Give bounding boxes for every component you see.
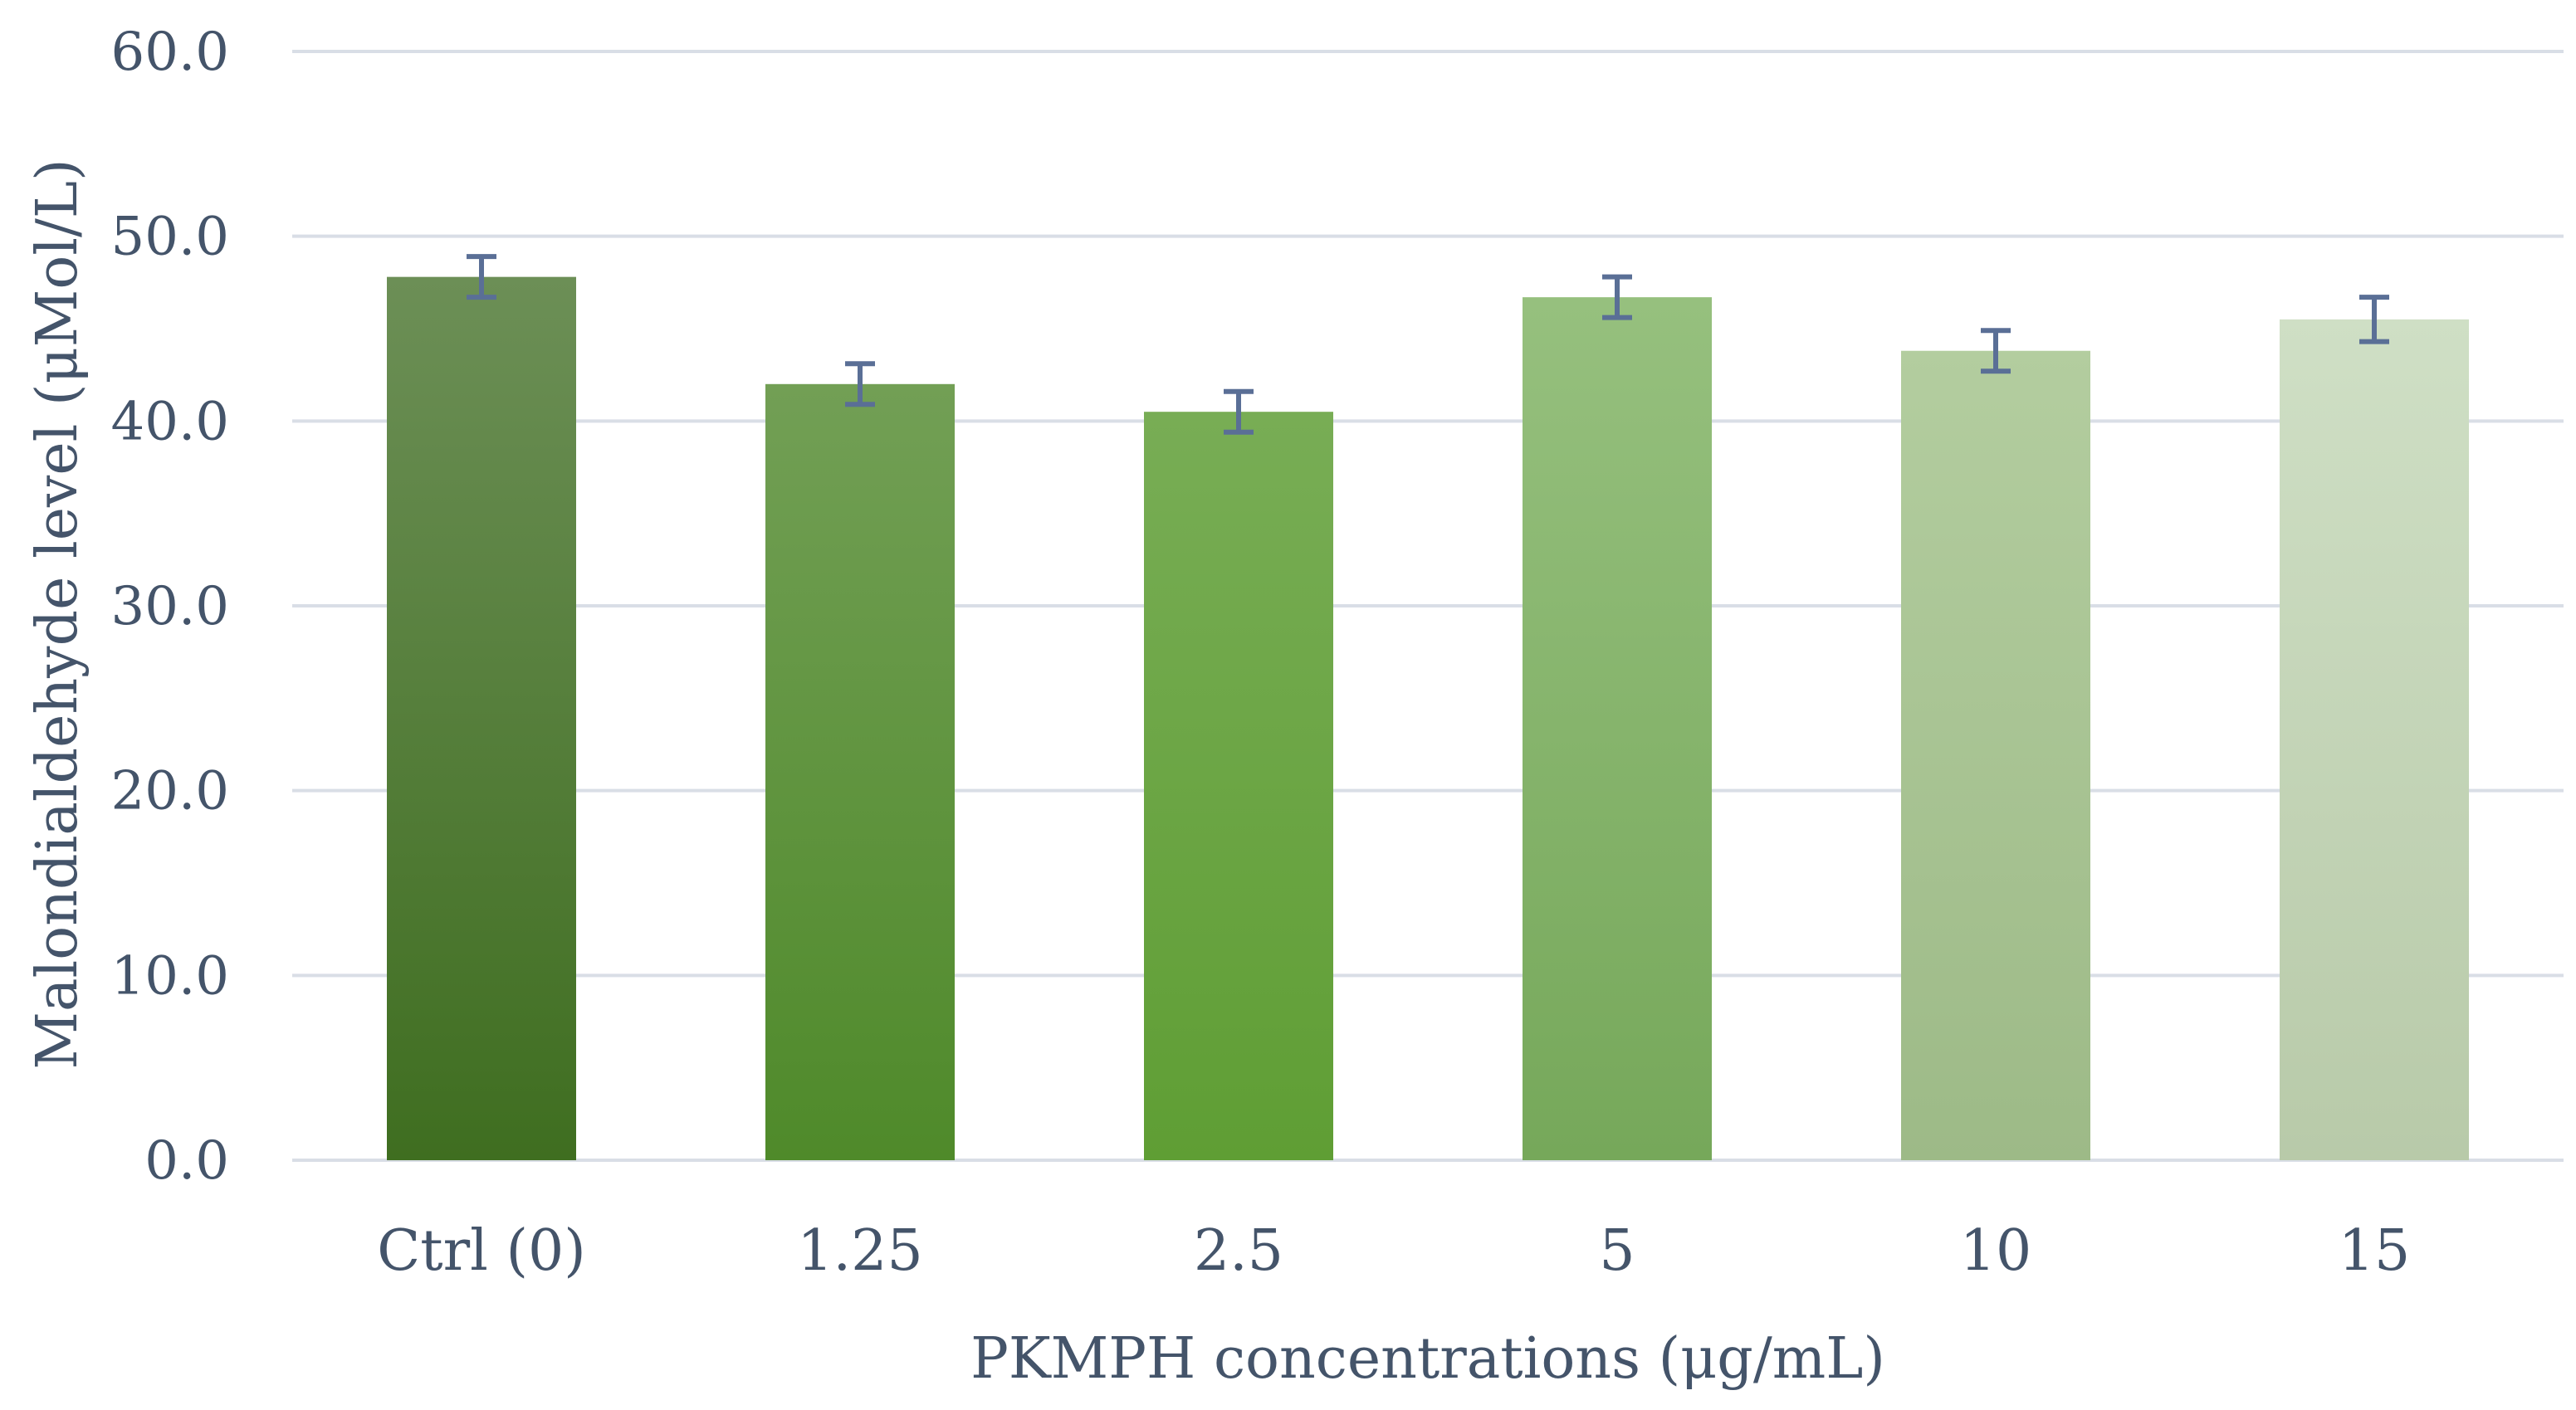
- x-tick-label: 2.5: [1194, 1218, 1283, 1284]
- y-tick-labels: 0.0 10.0 20.0 30.0 40.0 50.0 60.0: [111, 22, 230, 1192]
- x-tick-label: Ctrl (0): [377, 1218, 586, 1284]
- gridlines: [292, 50, 2564, 1162]
- error-bar: [467, 254, 496, 300]
- bar: [1144, 412, 1333, 1160]
- bar: [387, 276, 576, 1160]
- error-bar: [845, 361, 875, 407]
- y-tick-label: 30.0: [111, 576, 230, 637]
- y-tick-label: 20.0: [111, 761, 230, 822]
- y-tick-label: 40.0: [111, 391, 230, 452]
- bar: [1901, 350, 2090, 1161]
- bars: [387, 276, 2469, 1161]
- x-axis-title: PKMPH concentrations (μg/mL): [970, 1326, 1885, 1392]
- error-bar: [1981, 328, 2011, 374]
- bar: [1523, 297, 1712, 1160]
- error-bar: [2359, 295, 2389, 344]
- x-tick-labels: Ctrl (0) 1.25 2.5 5 10 15: [377, 1218, 2410, 1284]
- x-tick-label: 10: [1960, 1218, 2032, 1284]
- y-tick-label: 0.0: [144, 1130, 229, 1192]
- y-tick-label: 10.0: [111, 945, 230, 1007]
- error-bar: [1602, 274, 1632, 320]
- y-tick-label: 50.0: [111, 207, 230, 268]
- bar: [765, 383, 955, 1160]
- error-bar: [1224, 388, 1254, 435]
- y-axis-title: Malondialdehyde level (μMol/L): [25, 159, 90, 1069]
- bar: [2280, 319, 2469, 1160]
- y-tick-label: 60.0: [111, 22, 230, 83]
- error-bars: [467, 254, 2389, 435]
- x-tick-label: 15: [2339, 1218, 2411, 1284]
- x-tick-label: 1.25: [797, 1218, 922, 1284]
- x-tick-label: 5: [1599, 1218, 1635, 1284]
